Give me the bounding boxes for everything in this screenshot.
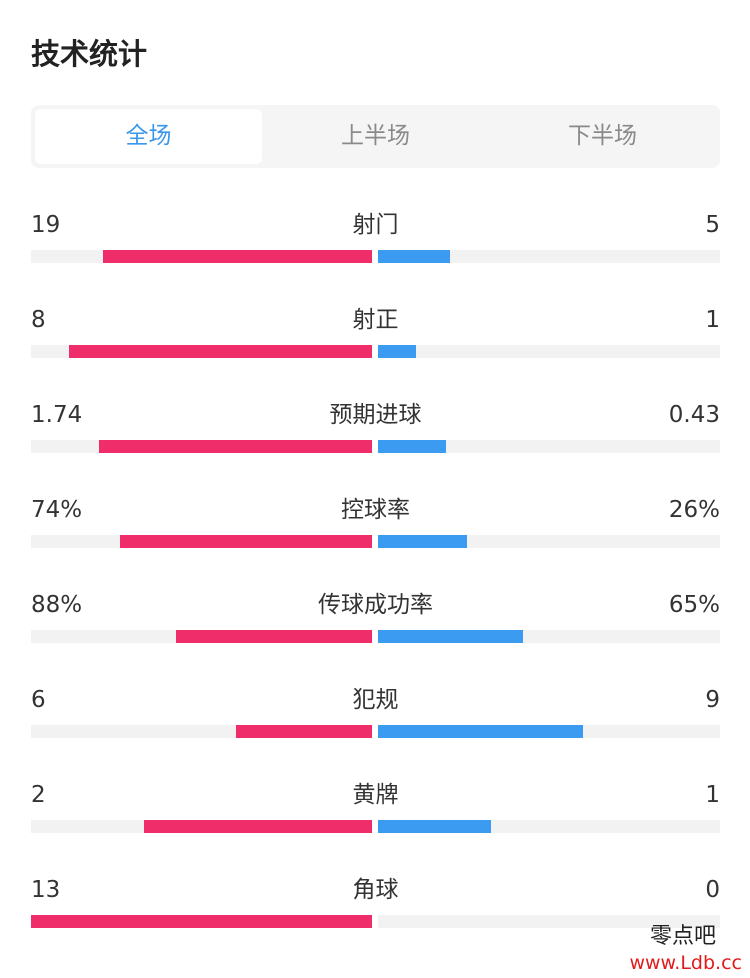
away-bar-track xyxy=(378,535,720,548)
watermark-url: www.Ldb.cc xyxy=(629,952,742,974)
home-bar xyxy=(143,820,372,833)
away-bar-track xyxy=(378,345,720,358)
watermark-name: 零点吧 xyxy=(649,924,716,949)
home-value: 1.74 xyxy=(31,402,83,428)
stat-row-shots-on-target: 8 射正 1 xyxy=(31,303,720,373)
away-bar-track xyxy=(378,440,720,453)
away-bar-track xyxy=(378,250,720,263)
tab-full-match[interactable]: 全场 xyxy=(35,109,262,164)
away-bar xyxy=(378,820,491,833)
home-bar xyxy=(175,630,372,643)
away-value: 26% xyxy=(668,497,720,523)
away-value: 0.43 xyxy=(668,402,720,428)
away-bar-track xyxy=(378,915,720,928)
home-bar xyxy=(99,440,372,453)
stat-row-fouls: 6 犯规 9 xyxy=(31,683,720,753)
home-bar-track xyxy=(31,630,372,643)
away-bar xyxy=(378,535,467,548)
away-bar xyxy=(378,250,450,263)
home-value: 88% xyxy=(31,592,83,618)
period-tabs: 全场 上半场 下半场 xyxy=(31,105,720,168)
away-value: 1 xyxy=(705,782,720,808)
tab-first-half[interactable]: 上半场 xyxy=(341,123,410,149)
stat-row-expected-goals: 1.74 预期进球 0.43 xyxy=(31,398,720,468)
home-bar xyxy=(119,535,372,548)
away-value: 0 xyxy=(705,877,720,903)
stat-label: 射门 xyxy=(352,212,399,238)
home-bar-track xyxy=(31,440,372,453)
stat-label: 传球成功率 xyxy=(318,592,433,618)
stat-label: 角球 xyxy=(352,877,399,903)
tab-second-half[interactable]: 下半场 xyxy=(568,123,637,149)
away-value: 1 xyxy=(705,307,720,333)
away-bar xyxy=(378,440,447,453)
stat-row-yellow-cards: 2 黄牌 1 xyxy=(31,778,720,848)
stat-label: 犯规 xyxy=(352,687,399,713)
stat-label: 预期进球 xyxy=(329,402,422,428)
home-bar-track xyxy=(31,915,372,928)
home-bar-track xyxy=(31,345,372,358)
home-value: 74% xyxy=(31,497,83,523)
stat-row-pass-accuracy: 88% 传球成功率 65% xyxy=(31,588,720,658)
home-bar xyxy=(102,250,372,263)
home-bar xyxy=(31,915,372,928)
away-value: 9 xyxy=(705,687,720,713)
away-value: 5 xyxy=(705,212,720,238)
away-bar-track xyxy=(378,820,720,833)
stat-row-corners: 13 角球 0 xyxy=(31,873,720,943)
stat-label: 控球率 xyxy=(341,497,410,523)
stat-label: 射正 xyxy=(352,307,399,333)
stat-row-shots: 19 射门 5 xyxy=(31,208,720,278)
away-bar-track xyxy=(378,725,720,738)
home-value: 13 xyxy=(31,877,61,903)
home-bar-track xyxy=(31,250,372,263)
watermark: 零点吧 www.Ldb.cc xyxy=(629,926,742,973)
stat-row-possession: 74% 控球率 26% xyxy=(31,493,720,563)
home-bar-track xyxy=(31,820,372,833)
home-bar xyxy=(68,345,372,358)
page-title: 技术统计 xyxy=(31,37,148,71)
home-value: 8 xyxy=(31,307,46,333)
home-value: 2 xyxy=(31,782,46,808)
home-value: 19 xyxy=(31,212,61,238)
home-value: 6 xyxy=(31,687,46,713)
stat-label: 黄牌 xyxy=(352,782,399,808)
away-value: 65% xyxy=(668,592,720,618)
away-bar xyxy=(378,630,524,643)
home-bar-track xyxy=(31,725,372,738)
away-bar xyxy=(378,345,416,358)
away-bar-track xyxy=(378,630,720,643)
away-bar xyxy=(378,725,584,738)
home-bar-track xyxy=(31,535,372,548)
home-bar xyxy=(235,725,372,738)
